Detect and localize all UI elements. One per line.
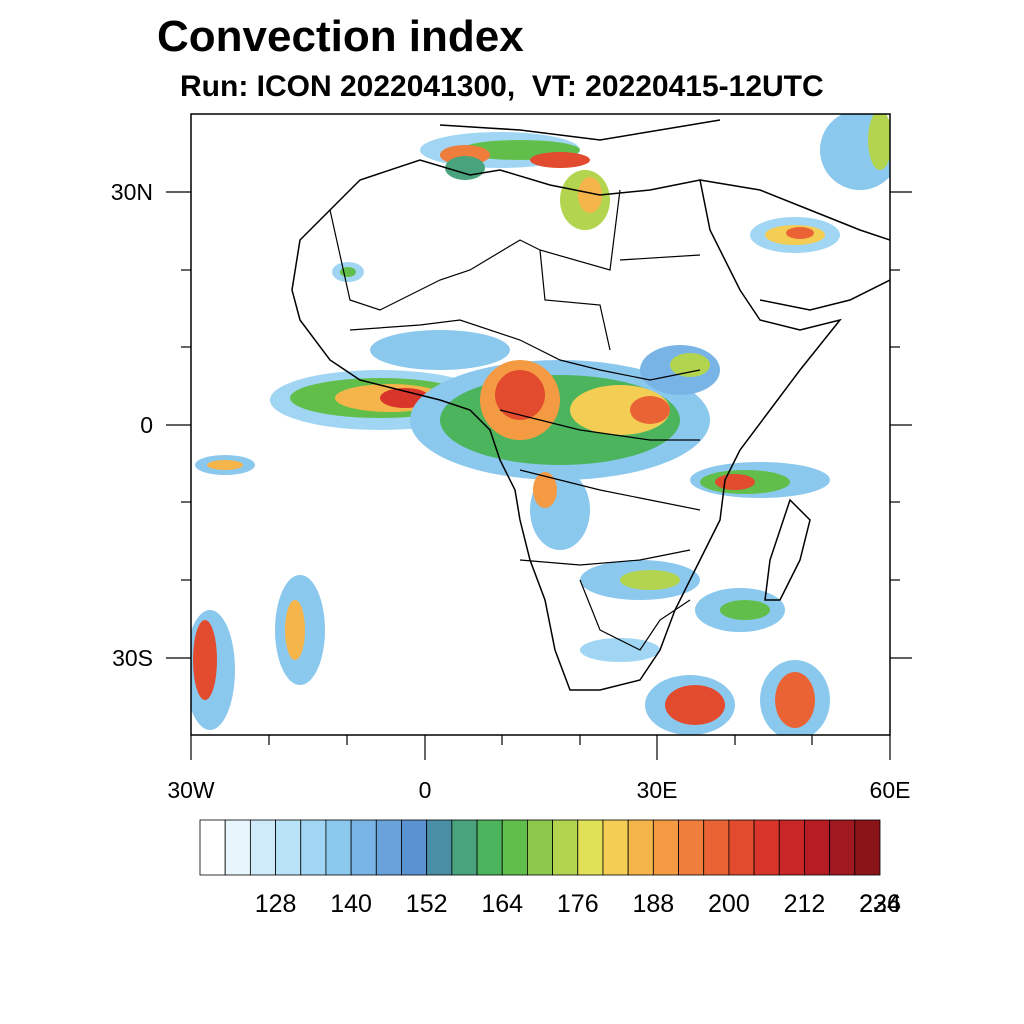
border-line	[349, 319, 701, 381]
colorbar-swatch	[728, 819, 755, 876]
plot-subtitle: Run: ICON 2022041300, VT: 20220415-12UTC	[180, 70, 824, 103]
y-tick-label: 30S	[112, 645, 153, 671]
colorbar-swatch	[426, 819, 453, 876]
colorbar-swatch	[501, 819, 528, 876]
field-patch	[630, 396, 670, 424]
colorbar-swatch	[199, 819, 226, 876]
colorbar-label: 164	[481, 890, 523, 918]
colorbar-label: 200	[708, 890, 750, 918]
convection-field	[191, 114, 890, 735]
colorbar-swatch	[804, 819, 831, 876]
madagascar-coastline	[764, 498, 811, 601]
y-tick-label: 0	[140, 412, 153, 438]
colorbar-swatch	[476, 819, 503, 876]
colorbar-swatch	[753, 819, 780, 876]
colorbar-swatch	[602, 819, 629, 876]
coastlines	[291, 119, 890, 691]
colorbar-swatch	[577, 819, 604, 876]
field-patch	[530, 152, 590, 168]
colorbar-swatch	[854, 819, 881, 876]
colorbar-swatch	[627, 819, 654, 876]
field-patch	[665, 685, 725, 725]
field-patch	[670, 353, 710, 377]
field-patch	[285, 600, 305, 660]
colorbar-swatch	[652, 819, 679, 876]
field-patch	[578, 177, 602, 213]
arabia-coastline	[699, 179, 890, 241]
colorbar-swatch	[300, 819, 327, 876]
field-patch	[445, 156, 485, 180]
arabia-south-coastline	[759, 279, 890, 311]
europe-coastline	[439, 119, 721, 141]
field-patch	[370, 330, 510, 370]
colorbar-swatch	[778, 819, 805, 876]
colorbar-label: 128	[255, 890, 297, 918]
field-patch	[775, 672, 815, 728]
border-line	[329, 189, 621, 311]
border-line	[519, 549, 691, 566]
colorbar-swatch	[325, 819, 352, 876]
field-patch	[193, 620, 217, 700]
field-patch	[580, 638, 660, 662]
border-line	[579, 579, 691, 651]
colorbar-label: 152	[406, 890, 448, 918]
colorbar-swatch	[350, 819, 377, 876]
border-line	[619, 254, 701, 261]
colorbar-label: 212	[784, 890, 826, 918]
colorbar	[199, 819, 881, 876]
border-line	[499, 409, 700, 441]
colorbar-label: 176	[557, 890, 599, 918]
colorbar-swatch	[527, 819, 553, 876]
colorbar-label: 224	[859, 890, 901, 918]
colorbar-swatch	[703, 819, 730, 876]
y-tick-label: 30N	[111, 179, 153, 205]
africa-coastline	[291, 159, 842, 691]
colorbar-label: 236	[859, 890, 901, 918]
colorbar-swatch	[275, 819, 302, 876]
border-line	[519, 469, 701, 511]
axis-ticks	[166, 191, 912, 760]
colorbar-swatch	[451, 819, 478, 876]
field-patch	[620, 570, 680, 590]
colorbar-swatch	[375, 819, 402, 876]
field-patch	[207, 460, 243, 470]
country-borders	[329, 189, 701, 651]
field-patch	[533, 472, 557, 508]
x-tick-label: 30W	[167, 777, 215, 803]
field-patch	[720, 600, 770, 620]
colorbar-swatch	[678, 819, 705, 876]
colorbar-swatch	[249, 819, 276, 876]
colorbar-label: 140	[330, 890, 372, 918]
colorbar-swatch	[829, 819, 856, 876]
colorbar-label: 188	[632, 890, 674, 918]
x-tick-label: 60E	[870, 777, 911, 803]
field-patch	[868, 114, 890, 170]
colorbar-swatch	[401, 819, 428, 876]
x-tick-label: 30E	[637, 777, 678, 803]
colorbar-swatch	[552, 819, 579, 876]
x-tick-label: 0	[419, 777, 432, 803]
field-patch	[715, 474, 755, 490]
field-patch	[786, 227, 814, 239]
plot-title: Convection index	[157, 12, 524, 61]
colorbar-swatch	[224, 819, 251, 876]
field-patch	[495, 370, 545, 420]
border-line	[539, 249, 611, 351]
